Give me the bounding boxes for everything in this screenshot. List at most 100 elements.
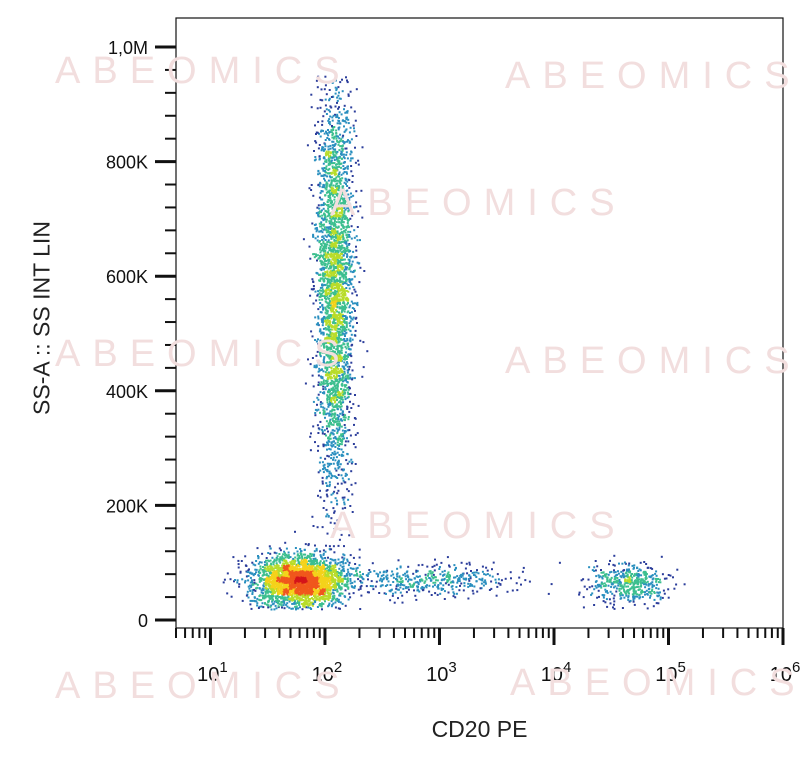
data-point: [325, 444, 328, 447]
data-point: [333, 346, 335, 349]
data-point: [341, 268, 344, 271]
data-point: [275, 573, 278, 576]
data-point: [333, 369, 336, 372]
data-point: [318, 571, 321, 574]
data-point: [323, 186, 326, 189]
data-point: [343, 333, 346, 336]
data-point: [275, 565, 278, 568]
data-point: [346, 262, 349, 265]
data-point: [249, 584, 251, 587]
data-point: [328, 593, 331, 596]
data-point: [322, 245, 325, 248]
data-point: [349, 376, 352, 379]
data-point: [295, 596, 298, 599]
data-point: [311, 581, 314, 584]
data-point: [331, 140, 334, 143]
data-point: [318, 580, 321, 583]
data-point: [328, 212, 331, 215]
data-point: [273, 569, 276, 572]
data-point: [307, 586, 310, 589]
data-point: [344, 440, 347, 443]
data-point: [333, 202, 336, 205]
data-point: [256, 547, 259, 550]
data-point: [268, 599, 270, 602]
data-point: [318, 172, 321, 175]
data-point: [286, 573, 289, 576]
data-point: [333, 475, 336, 478]
data-point: [357, 588, 360, 591]
data-point: [289, 571, 292, 574]
data-point: [339, 368, 342, 370]
data-point: [329, 561, 332, 564]
data-point: [329, 262, 332, 265]
data-point: [332, 458, 334, 461]
data-point: [336, 264, 339, 267]
data-point: [339, 193, 342, 196]
data-point: [316, 582, 319, 585]
data-point: [347, 302, 349, 304]
data-point: [322, 129, 324, 132]
data-point: [330, 605, 333, 608]
data-point: [326, 263, 329, 266]
data-point: [346, 172, 348, 175]
data-point: [296, 550, 299, 553]
data-point: [349, 153, 352, 156]
data-point: [264, 591, 267, 594]
data-point: [266, 604, 269, 607]
data-point: [269, 605, 272, 608]
data-point: [332, 162, 335, 165]
data-point: [356, 239, 359, 242]
data-point: [317, 322, 319, 325]
data-point: [306, 576, 309, 579]
data-point: [266, 591, 269, 594]
data-point: [279, 591, 282, 594]
data-point: [257, 562, 260, 565]
data-point: [322, 169, 325, 172]
data-point: [251, 593, 254, 595]
data-point: [304, 553, 307, 556]
data-point: [279, 574, 282, 577]
data-point: [354, 290, 357, 293]
data-point: [318, 592, 321, 595]
data-point: [274, 595, 277, 598]
data-point: [305, 585, 308, 587]
data-point: [324, 568, 327, 571]
data-point: [328, 396, 331, 399]
data-point: [249, 603, 252, 606]
data-point: [334, 350, 337, 353]
data-point: [337, 128, 340, 131]
data-point: [322, 224, 325, 227]
data-point: [305, 606, 308, 609]
data-point: [264, 579, 267, 582]
data-point: [278, 558, 281, 561]
data-point: [319, 592, 322, 595]
data-point: [319, 342, 322, 345]
data-point: [306, 554, 309, 557]
data-point: [339, 81, 342, 84]
data-point: [295, 605, 298, 608]
data-point: [283, 572, 286, 575]
data-point: [289, 598, 292, 601]
data-point: [339, 586, 342, 589]
data-point: [341, 198, 344, 201]
data-point: [332, 375, 335, 377]
data-point: [259, 594, 262, 597]
data-point: [349, 582, 352, 585]
data-point: [278, 596, 280, 599]
data-point: [258, 587, 261, 590]
data-point: [283, 592, 286, 595]
data-point: [326, 462, 329, 465]
data-point: [308, 592, 311, 595]
data-point: [264, 586, 267, 589]
data-point: [341, 273, 344, 276]
data-point: [325, 515, 328, 518]
data-point: [336, 477, 339, 479]
data-point: [233, 580, 235, 583]
data-point: [315, 230, 318, 233]
data-point: [328, 572, 331, 575]
data-point: [333, 291, 336, 294]
data-point: [319, 191, 322, 194]
data-point: [341, 177, 344, 180]
data-point: [264, 582, 267, 585]
data-point: [320, 88, 323, 91]
